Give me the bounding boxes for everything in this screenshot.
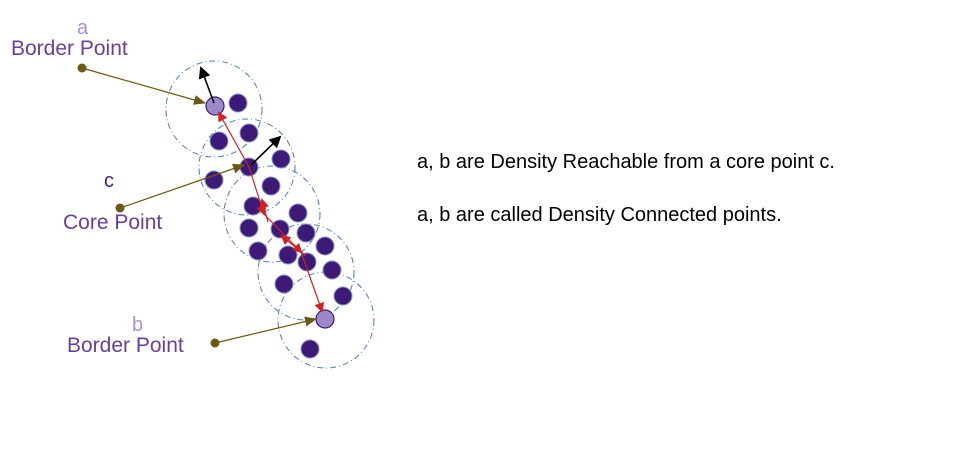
border-point-a <box>205 96 225 116</box>
label-a-letter: a <box>77 17 89 39</box>
core-point <box>296 223 316 243</box>
border-points <box>205 96 335 329</box>
border-point-b <box>315 309 335 329</box>
pointer-line-b <box>214 316 317 344</box>
core-point <box>288 203 308 223</box>
core-point <box>239 123 259 143</box>
core-point <box>315 236 335 256</box>
label-c-letter: c <box>104 170 114 192</box>
core-point <box>333 286 353 306</box>
core-point <box>271 149 291 169</box>
core-point <box>278 245 298 265</box>
note-density-reachable: a, b are Density Reachable from a core p… <box>417 151 835 173</box>
pointer-line-a <box>81 67 206 105</box>
pointer-lines <box>77 63 317 348</box>
label-b-name: Border Point <box>67 334 184 357</box>
core-point <box>274 274 294 294</box>
reachability-arrow <box>263 213 303 254</box>
note-density-connected: a, b are called Density Connected points… <box>417 204 782 226</box>
core-point <box>248 241 268 261</box>
core-point <box>322 260 342 280</box>
core-point <box>204 170 224 190</box>
neighborhood-circles <box>165 60 375 369</box>
pointer-line-c <box>119 163 245 209</box>
core-point <box>228 93 248 113</box>
core-point <box>209 131 229 151</box>
direction-arrows <box>198 66 282 166</box>
reachability-arrow-to-b <box>300 251 325 313</box>
reachability-arrow-to-a <box>218 111 250 168</box>
core-point <box>239 218 259 238</box>
neighborhood-circle <box>223 165 321 263</box>
neighborhood-circle <box>198 118 296 216</box>
reachability-arrows <box>218 111 325 313</box>
direction-arrow <box>250 135 282 166</box>
neighborhood-circle-a <box>165 60 263 158</box>
core-point <box>270 219 290 239</box>
reachability-arrow <box>259 198 269 223</box>
label-a-name: Border Point <box>11 37 128 60</box>
label-c-name: Core Point <box>63 211 163 234</box>
label-b-letter: b <box>132 314 144 336</box>
direction-arrow <box>198 66 215 104</box>
core-point <box>300 339 320 359</box>
core-point <box>261 176 281 196</box>
reachability-arrow <box>280 234 307 257</box>
